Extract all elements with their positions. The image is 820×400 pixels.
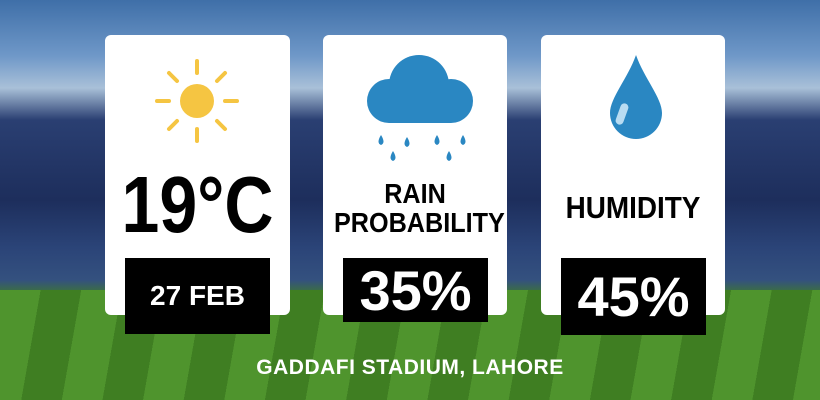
date-box: 27 FEB xyxy=(125,258,270,334)
humidity-label: HUMIDITY xyxy=(565,190,701,225)
humidity-box: 45% xyxy=(561,258,706,335)
location: GADDAFI STADIUM, LAHORE xyxy=(256,356,564,379)
sun-icon xyxy=(155,59,239,143)
temperature: 19°C xyxy=(121,160,274,249)
rain-value: 35% xyxy=(359,258,472,322)
date: 27 FEB xyxy=(150,280,245,311)
rain-icon xyxy=(367,55,473,161)
rain-box: 35% xyxy=(343,258,488,322)
humidity-value: 45% xyxy=(577,265,690,328)
drop-icon xyxy=(610,55,662,139)
rain-label: RAIN PROBABILITY xyxy=(334,178,505,239)
